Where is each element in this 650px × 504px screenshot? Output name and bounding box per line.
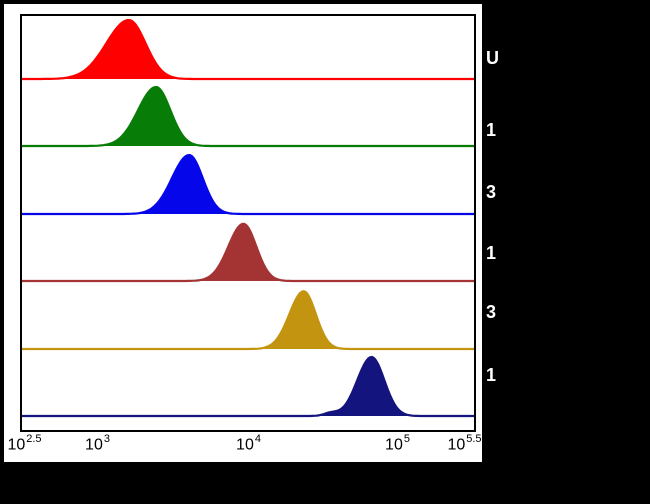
histogram-curve-6: [22, 355, 474, 418]
histogram-curve-1: [22, 19, 474, 81]
legend-cropped: U 1 3 1 3 1: [486, 0, 650, 504]
legend-label: 3: [486, 302, 497, 322]
x-tick-label: 102.5: [7, 433, 42, 454]
legend-label: U: [486, 48, 499, 68]
plot-border: [20, 14, 476, 432]
histogram-curve-3: [22, 154, 474, 216]
histogram-curve-2: [22, 85, 474, 148]
histogram-curve-4: [22, 222, 474, 283]
legend-label: 1: [486, 120, 497, 140]
plot-panel: 102.5 103 104 105 105.5: [4, 4, 482, 462]
x-tick-label: 103: [85, 433, 110, 454]
histogram-curve-5: [22, 290, 474, 351]
legend-label: 1: [486, 243, 497, 263]
x-tick-label: 105: [385, 433, 410, 454]
legend-label: 1: [486, 365, 497, 385]
histogram-plot: [22, 19, 474, 418]
x-tick-label: 104: [236, 433, 261, 454]
x-axis: 102.5 103 104 105 105.5: [4, 433, 486, 460]
x-tick-label: 105.5: [447, 433, 482, 454]
legend-label: 3: [486, 182, 497, 202]
